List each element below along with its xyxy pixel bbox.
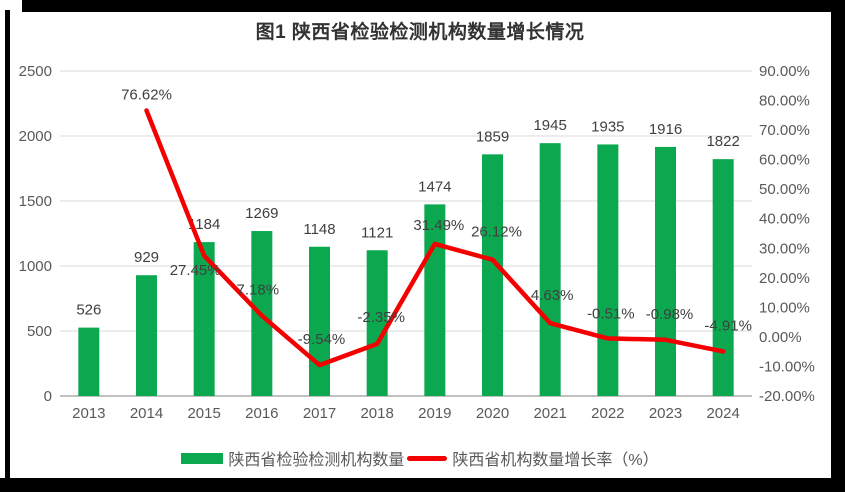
x-axis-tick: 2014 bbox=[130, 405, 163, 422]
x-axis-tick: 2019 bbox=[418, 405, 451, 422]
right-axis-tick: 20.00% bbox=[759, 270, 810, 287]
line-value-label: -9.54% bbox=[298, 331, 346, 348]
right-axis-tick: 90.00% bbox=[759, 63, 810, 80]
line-value-label: 31.49% bbox=[413, 217, 464, 234]
bar-value-label: 526 bbox=[76, 302, 101, 319]
line-value-label: -0.51% bbox=[587, 305, 635, 322]
combo-chart: 0 500 1000 1500 2000 2500 90.00% 80.00% 70.00% 60… bbox=[19, 63, 815, 422]
chart-legend: 陕西省检验检测机构数量 陕西省机构数量增长率（%） bbox=[10, 446, 830, 470]
bar-value-label: 1945 bbox=[533, 117, 566, 134]
x-axis-tick: 2015 bbox=[187, 405, 220, 422]
x-axis-tick: 2021 bbox=[533, 405, 566, 422]
line-value-label: -4.91% bbox=[704, 317, 752, 334]
x-axis-tick: 2016 bbox=[245, 405, 278, 422]
left-axis-tick: 1500 bbox=[19, 193, 52, 210]
bar-value-label: 929 bbox=[134, 249, 159, 266]
bar-2023 bbox=[655, 146, 676, 396]
bar-series-swatch bbox=[181, 452, 224, 464]
left-axis-tick: 2000 bbox=[19, 128, 52, 145]
x-axis-tick: 2013 bbox=[72, 405, 105, 422]
right-axis-tick: -20.00% bbox=[759, 388, 815, 405]
x-axis-tick: 2017 bbox=[303, 405, 336, 422]
right-axis-tick: -10.00% bbox=[759, 358, 815, 375]
bar-value-label: 1916 bbox=[649, 121, 682, 138]
frame-border-top bbox=[22, 0, 845, 12]
x-axis-tick: 2020 bbox=[476, 405, 509, 422]
line-value-label: 4.63% bbox=[531, 287, 574, 304]
bar-value-label: 1148 bbox=[303, 221, 335, 238]
bar-2022 bbox=[597, 144, 619, 396]
bar-value-label: 1184 bbox=[188, 216, 220, 233]
right-axis-tick: 40.00% bbox=[759, 211, 810, 228]
right-axis-tick: 60.00% bbox=[759, 152, 810, 169]
line-value-label: -0.98% bbox=[646, 306, 694, 323]
legend-item-bars: 陕西省检验检测机构数量 bbox=[181, 446, 404, 470]
bar-value-label: 1474 bbox=[418, 178, 451, 195]
bar-2014 bbox=[136, 275, 157, 396]
right-axis-tick: 50.00% bbox=[759, 181, 810, 198]
frame-border-left bbox=[5, 10, 10, 492]
bar-value-label: 1935 bbox=[591, 118, 624, 135]
x-axis-tick: 2024 bbox=[706, 405, 739, 422]
bar-value-label: 1859 bbox=[476, 128, 509, 145]
line-value-label: 26.12% bbox=[471, 224, 522, 241]
right-axis-tick: 30.00% bbox=[759, 240, 810, 257]
frame-border-bottom bbox=[0, 478, 845, 492]
left-axis-tick: 0 bbox=[44, 388, 52, 405]
bar-2024 bbox=[712, 159, 734, 396]
bar-2015 bbox=[193, 242, 215, 396]
left-axis-tick: 2500 bbox=[19, 63, 52, 80]
bar-series-label: 陕西省检验检测机构数量 bbox=[228, 452, 405, 469]
right-axis-tick: 70.00% bbox=[759, 122, 810, 139]
bar-value-label: 1822 bbox=[706, 133, 739, 150]
bar-2013 bbox=[78, 327, 100, 396]
right-axis-tick: 80.00% bbox=[759, 93, 810, 110]
right-axis-tick: 0.00% bbox=[759, 329, 802, 346]
bar-2018 bbox=[366, 250, 388, 396]
left-axis-tick: 1000 bbox=[19, 258, 52, 275]
bar-2021 bbox=[539, 143, 561, 396]
chart-title: 图1 陕西省检验检测机构数量增长情况 bbox=[255, 22, 585, 43]
x-axis-tick: 2018 bbox=[360, 405, 393, 422]
left-axis-tick: 500 bbox=[27, 323, 52, 340]
line-value-label: 27.45% bbox=[170, 262, 221, 279]
right-axis-tick: 10.00% bbox=[759, 299, 810, 316]
x-axis-tick: 2022 bbox=[591, 405, 624, 422]
line-value-label: 7.18% bbox=[237, 282, 280, 299]
line-value-label: 76.62% bbox=[121, 87, 172, 104]
chart-panel: 图1 陕西省检验检测机构数量增长情况 0 500 1000 1500 2000 2500 9… bbox=[10, 12, 830, 478]
x-axis-tick: 2023 bbox=[649, 405, 682, 422]
bar-value-label: 1121 bbox=[361, 224, 393, 241]
legend-item-line: 陕西省机构数量增长率（%） bbox=[407, 446, 659, 470]
bar-2020 bbox=[482, 154, 503, 396]
line-series-swatch bbox=[407, 455, 448, 461]
frame-border-right bbox=[831, 0, 845, 492]
bar-2017 bbox=[309, 246, 330, 396]
line-series-label: 陕西省机构数量增长率（%） bbox=[452, 452, 659, 469]
bar-value-label: 1269 bbox=[245, 205, 278, 222]
growth-rate-line bbox=[144, 108, 726, 368]
line-value-label: -2.35% bbox=[357, 309, 405, 326]
